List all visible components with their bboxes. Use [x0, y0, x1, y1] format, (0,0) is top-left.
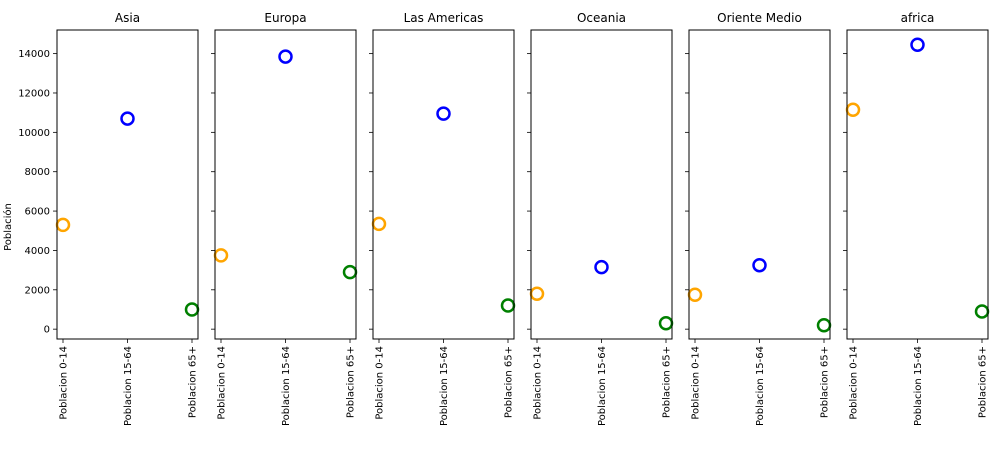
- x-tick-label: Poblacion 65+: [346, 346, 357, 418]
- x-tick-label: Poblacion 65+: [820, 346, 831, 418]
- data-point: [213, 248, 229, 263]
- data-point: [658, 316, 674, 331]
- panel-title: Oriente Medio: [717, 11, 802, 25]
- data-point: [974, 304, 990, 319]
- data-point: [184, 302, 200, 317]
- x-tick-label: Poblacion 0-14: [375, 346, 386, 420]
- panel-title: Asia: [115, 11, 140, 25]
- x-tick-label: Poblacion 65+: [978, 346, 989, 418]
- data-point: [500, 298, 516, 313]
- axes-frame: [530, 29, 673, 340]
- y-tick-label: 14000: [18, 49, 50, 60]
- x-tick-label: Poblacion 15-64: [123, 346, 134, 426]
- y-tick-label: 10000: [18, 128, 50, 139]
- x-tick-label: Poblacion 15-64: [913, 346, 924, 426]
- axes-frame: [372, 29, 515, 340]
- x-tick-label: Poblacion 0-14: [691, 346, 702, 420]
- x-tick-label: Poblacion 0-14: [849, 346, 860, 420]
- y-tick-label: 4000: [25, 246, 50, 257]
- x-tick-label: Poblacion 15-64: [597, 346, 608, 426]
- panel-asia: Asia 0 2000 4000 6000 8000 10000 12000 14000 Pobl…: [18, 11, 200, 426]
- panel-title: Europa: [264, 11, 306, 25]
- panel-africa: africa Poblacion 0-14 Poblacion 15-64 Pobla…: [843, 11, 990, 426]
- panel-oriente-medio: Oriente Medio Poblacion 0-14 Poblacion 15-…: [685, 11, 832, 426]
- data-point: [752, 257, 767, 273]
- y-tick-label: 6000: [25, 207, 50, 218]
- y-tick-label: 8000: [25, 167, 50, 178]
- data-point: [910, 37, 925, 53]
- data-point: [55, 217, 71, 233]
- data-point: [120, 111, 135, 126]
- x-tick-label: Poblacion 65+: [662, 346, 673, 418]
- y-tick-label: 12000: [18, 88, 50, 99]
- panel-title: Las Americas: [404, 11, 484, 25]
- data-point: [342, 264, 358, 280]
- axes-frame: [688, 29, 831, 340]
- panel-oceania: Oceania Poblacion 0-14 Poblacion 15-64 Pobl…: [527, 11, 674, 426]
- y-tick-label: 0: [44, 325, 50, 336]
- x-tick-label: Poblacion 0-14: [533, 346, 544, 420]
- data-point: [594, 259, 609, 275]
- axes-frame: [214, 29, 357, 340]
- panel-title: africa: [901, 11, 935, 25]
- x-tick-label: Poblacion 65+: [188, 346, 199, 418]
- axes-frame: [846, 29, 989, 340]
- panel-las-americas: Las Americas Poblacion 0-14 Poblacion 15-6…: [369, 11, 516, 426]
- data-point: [278, 49, 293, 64]
- x-tick-label: Poblacion 15-64: [755, 346, 766, 426]
- data-point: [436, 106, 451, 121]
- data-point: [529, 286, 545, 301]
- x-tick-label: Poblacion 0-14: [217, 346, 228, 420]
- x-tick-label: Poblacion 65+: [504, 346, 515, 418]
- data-point: [371, 216, 387, 232]
- x-tick-label: Poblacion 15-64: [439, 346, 450, 426]
- panel-europa: Europa Poblacion 0-14 Poblacion 15-64 Pobla…: [211, 11, 358, 426]
- x-tick-label: Poblacion 0-14: [59, 346, 70, 420]
- data-point: [816, 317, 832, 333]
- x-tick-label: Poblacion 15-64: [281, 346, 292, 426]
- y-tick-label: 2000: [25, 285, 50, 296]
- axes-frame: [56, 29, 199, 340]
- y-axis-label: Población: [2, 203, 14, 251]
- panels-group: Asia 0 2000 4000 6000 8000 10000 12000 14000 Pobl…: [18, 11, 990, 426]
- data-point: [845, 102, 861, 117]
- data-point: [687, 287, 703, 302]
- panel-title: Oceania: [577, 11, 626, 25]
